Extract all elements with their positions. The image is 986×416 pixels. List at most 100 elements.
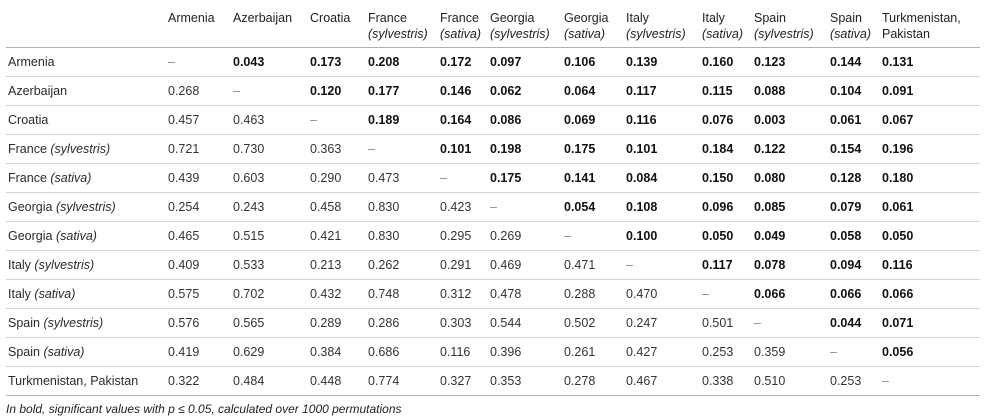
- table-row: Turkmenistan, Pakistan 0.322 0.484 0.448 0.7…: [6, 366, 980, 396]
- value-cell: 0.565: [231, 308, 308, 338]
- significant-value-cell: 0.122: [752, 134, 828, 164]
- row-label-name: Spain: [8, 345, 40, 359]
- significant-value-cell: 0.091: [880, 76, 980, 106]
- value-cell: 0.261: [562, 337, 624, 367]
- row-label-qualifier: (sylvestris): [43, 316, 104, 330]
- diagonal-cell: –: [488, 192, 562, 222]
- significant-value-cell: 0.066: [880, 279, 980, 309]
- significant-value-cell: 0.146: [438, 76, 488, 106]
- significant-value-cell: 0.056: [880, 337, 980, 367]
- significant-value-cell: 0.050: [880, 221, 980, 251]
- table-row: Armenia –0.043 0.173 0.208 0.172 0.097 0.106 0.…: [6, 47, 980, 77]
- clipped-caption-remnant: [6, 0, 980, 4]
- value-cell: 0.419: [166, 337, 231, 367]
- significant-value-cell: 0.117: [700, 250, 752, 280]
- significant-value-cell: 0.173: [308, 47, 366, 77]
- significant-value-cell: 0.086: [488, 105, 562, 135]
- table-row: Spain (sativa) 0.419 0.629 0.384 0.686 0.116 0…: [6, 337, 980, 367]
- significant-value-cell: 0.180: [880, 163, 980, 193]
- value-cell: 0.501: [700, 308, 752, 338]
- value-cell: 0.830: [366, 192, 438, 222]
- row-label-name: France: [8, 142, 47, 156]
- significant-value-cell: 0.076: [700, 105, 752, 135]
- column-header: Croatia: [308, 4, 366, 48]
- table-row: Georgia (sylvestris) 0.254 0.243 0.458 0.830…: [6, 192, 980, 222]
- column-header-qualifier: (sylvestris): [626, 27, 686, 41]
- row-label-qualifier: (sylvestris): [50, 142, 111, 156]
- value-cell: 0.243: [231, 192, 308, 222]
- row-label: Georgia (sativa): [6, 221, 166, 251]
- value-cell: 0.359: [752, 337, 828, 367]
- column-header-qualifier: (sylvestris): [754, 27, 814, 41]
- column-header-name: Armenia: [168, 11, 215, 25]
- value-cell: 0.774: [366, 366, 438, 396]
- column-header-name: France: [368, 11, 407, 25]
- table-footnote: In bold, significant values with p ≤ 0.0…: [6, 402, 980, 416]
- value-cell: 0.289: [308, 308, 366, 338]
- table-row: Azerbaijan 0.268–0.120 0.177 0.146 0.062 0.06…: [6, 76, 980, 106]
- column-header: Italy (sylvestris): [624, 4, 700, 48]
- significant-value-cell: 0.080: [752, 163, 828, 193]
- row-label-name: Georgia: [8, 200, 53, 214]
- footnote-variable: p: [168, 402, 175, 416]
- significant-value-cell: 0.043: [231, 47, 308, 77]
- value-cell: 0.510: [752, 366, 828, 396]
- significant-value-cell: 0.079: [828, 192, 880, 222]
- significant-value-cell: 0.058: [828, 221, 880, 251]
- significant-value-cell: 0.050: [700, 221, 752, 251]
- row-label-qualifier: (sativa): [34, 287, 76, 301]
- significant-value-cell: 0.196: [880, 134, 980, 164]
- significant-value-cell: 0.003: [752, 105, 828, 135]
- row-label: Spain (sativa): [6, 337, 166, 367]
- significant-value-cell: 0.189: [366, 105, 438, 135]
- significant-value-cell: 0.141: [562, 163, 624, 193]
- row-label-qualifier: (sylvestris): [34, 258, 95, 272]
- pairwise-distance-table: Armenia Azerbaijan Croatia France (sylvestri…: [6, 4, 980, 396]
- value-cell: 0.213: [308, 250, 366, 280]
- diagonal-cell: –: [562, 221, 624, 251]
- value-cell: 0.353: [488, 366, 562, 396]
- column-header-name: Croatia: [310, 11, 351, 25]
- significant-value-cell: 0.104: [828, 76, 880, 106]
- value-cell: 0.396: [488, 337, 562, 367]
- value-cell: 0.338: [700, 366, 752, 396]
- significant-value-cell: 0.115: [700, 76, 752, 106]
- significant-value-cell: 0.177: [366, 76, 438, 106]
- significant-value-cell: 0.084: [624, 163, 700, 193]
- value-cell: 0.286: [366, 308, 438, 338]
- value-cell: 0.439: [166, 163, 231, 193]
- value-cell: 0.463: [231, 105, 308, 135]
- row-label-qualifier: (sativa): [50, 171, 92, 185]
- column-header: Georgia (sativa): [562, 4, 624, 48]
- significant-value-cell: 0.067: [880, 105, 980, 135]
- value-cell: 0.515: [231, 221, 308, 251]
- value-cell: 0.575: [166, 279, 231, 309]
- table-body: Armenia –0.043 0.173 0.208 0.172 0.097 0.106 0.…: [6, 47, 980, 396]
- value-cell: 0.432: [308, 279, 366, 309]
- column-header-name: Spain: [830, 11, 862, 25]
- row-label: Croatia: [6, 105, 166, 135]
- row-label-name: Turkmenistan, Pakistan: [8, 374, 139, 388]
- significant-value-cell: 0.139: [624, 47, 700, 77]
- diagonal-cell: –: [880, 366, 980, 396]
- row-label: Armenia: [6, 47, 166, 77]
- value-cell: 0.702: [231, 279, 308, 309]
- value-cell: 0.268: [166, 76, 231, 106]
- row-label: France (sativa): [6, 163, 166, 193]
- value-cell: 0.247: [624, 308, 700, 338]
- significant-value-cell: 0.066: [828, 279, 880, 309]
- row-label: Italy (sylvestris): [6, 250, 166, 280]
- column-header: Azerbaijan: [231, 4, 308, 48]
- value-cell: 0.384: [308, 337, 366, 367]
- value-cell: 0.502: [562, 308, 624, 338]
- value-cell: 0.278: [562, 366, 624, 396]
- table-row: Italy (sativa) 0.575 0.702 0.432 0.748 0.312 0…: [6, 279, 980, 309]
- row-label-name: Spain: [8, 316, 40, 330]
- row-label: Spain (sylvestris): [6, 308, 166, 338]
- header-corner-cell: [6, 4, 166, 48]
- value-cell: 0.290: [308, 163, 366, 193]
- significant-value-cell: 0.061: [828, 105, 880, 135]
- row-label: France (sylvestris): [6, 134, 166, 164]
- table-row: France (sativa) 0.439 0.603 0.290 0.473–0.17…: [6, 163, 980, 193]
- column-header-name: Georgia: [490, 11, 535, 25]
